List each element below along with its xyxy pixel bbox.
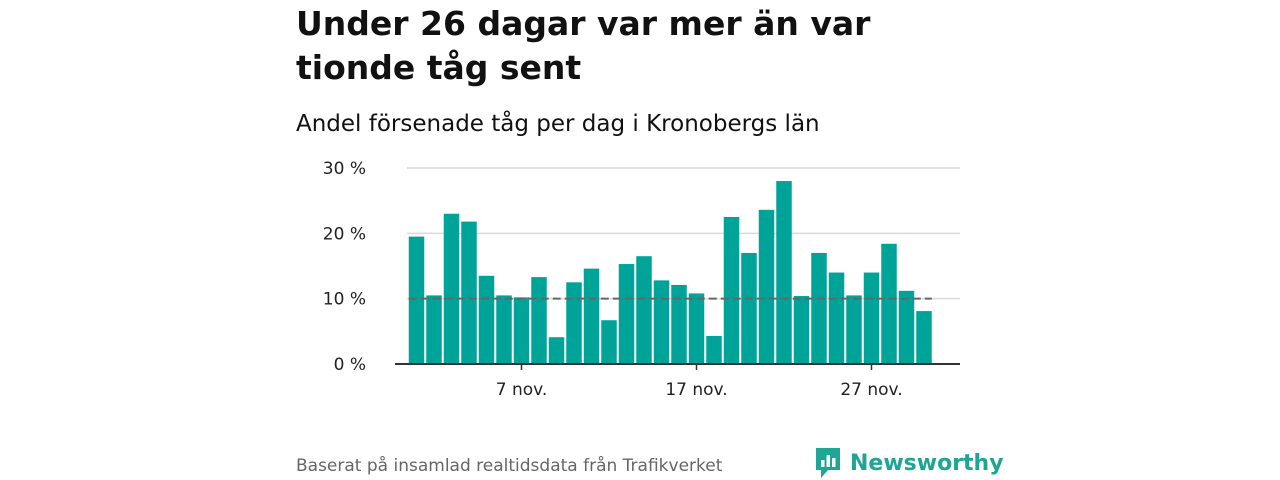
bar — [618, 264, 635, 364]
bar — [758, 209, 775, 364]
bar — [653, 280, 670, 364]
bar — [548, 337, 565, 364]
bar — [566, 282, 582, 364]
y-tick-label: 30 % — [323, 159, 366, 179]
y-tick-label: 20 % — [323, 224, 366, 244]
bar — [496, 295, 512, 364]
bar — [531, 277, 547, 364]
x-tick-label: 17 nov. — [665, 380, 727, 400]
x-tick-label: 7 nov. — [496, 380, 548, 400]
bar — [583, 268, 600, 364]
source-note: Baserat på insamlad realtidsdata från Tr… — [296, 456, 723, 476]
bar — [863, 272, 880, 364]
bar — [898, 290, 915, 364]
bar — [636, 256, 652, 364]
brand-name: Newsworthy — [850, 450, 1004, 476]
bar — [723, 217, 740, 364]
brand-logo[interactable]: Newsworthy — [814, 446, 1004, 480]
bar — [426, 295, 442, 364]
bar — [793, 296, 810, 364]
bar — [846, 295, 862, 364]
bar — [671, 284, 687, 364]
bar — [513, 297, 530, 364]
bar — [443, 213, 460, 364]
bar — [881, 243, 897, 364]
y-tick-label: 0 % — [334, 355, 366, 375]
bar — [461, 221, 477, 364]
x-tick-label: 27 nov. — [840, 380, 902, 400]
bar — [688, 293, 705, 364]
bar — [706, 335, 722, 364]
bar — [478, 275, 495, 364]
bar — [408, 236, 425, 364]
bar — [601, 320, 617, 364]
newsworthy-logo-icon — [816, 448, 840, 478]
bar — [828, 272, 845, 364]
bar — [916, 311, 932, 364]
bar — [811, 252, 827, 364]
chart-title: Under 26 dagar var mer än var tionde tåg… — [296, 4, 871, 87]
y-tick-label: 10 % — [323, 290, 366, 310]
bar-chart: 0 % 10 % 20 % 30 % 7 nov. 17 nov. 27 nov. — [323, 159, 960, 400]
bar — [741, 252, 757, 364]
chart-subtitle: Andel försenade tåg per dag i Kronobergs… — [296, 111, 820, 137]
bar — [776, 181, 792, 364]
